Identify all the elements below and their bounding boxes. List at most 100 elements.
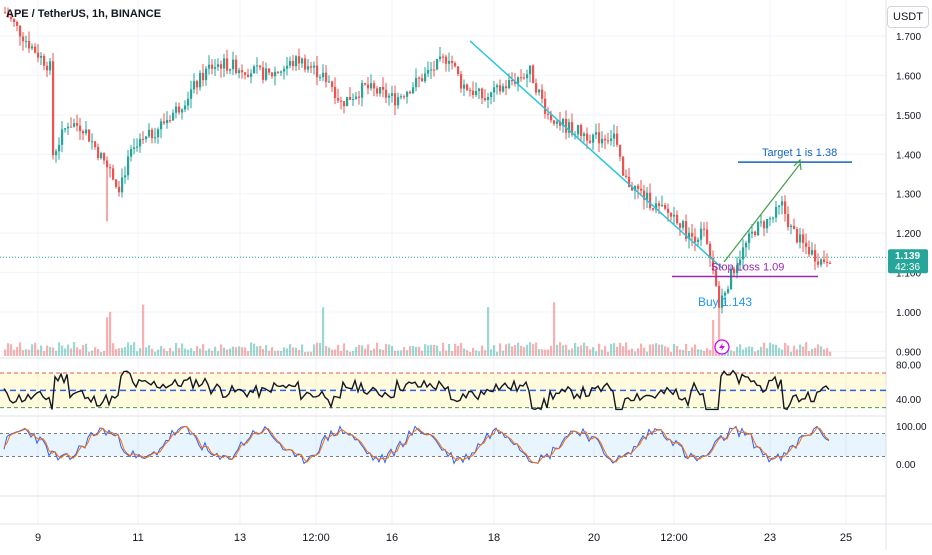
volume-bar <box>775 344 778 356</box>
candle-body <box>763 221 766 229</box>
volume-bar <box>808 350 811 356</box>
candle-body <box>82 131 85 134</box>
candle-body <box>199 72 202 88</box>
volume-bar <box>760 346 763 356</box>
volume-bar <box>712 320 715 356</box>
volume-bar <box>769 342 772 356</box>
volume-bar <box>328 347 331 356</box>
candle-body <box>823 259 826 262</box>
candle-body <box>466 84 469 91</box>
volume-bar <box>622 346 625 356</box>
volume-bar <box>553 302 556 356</box>
candle-body <box>130 148 133 157</box>
candle-body <box>643 190 646 200</box>
volume-bar <box>604 345 607 356</box>
candle-body <box>103 153 106 161</box>
volume-bar <box>742 349 745 356</box>
volume-bar <box>106 317 109 356</box>
grid-lines <box>0 0 886 524</box>
volume-bar <box>157 349 160 356</box>
candle-body <box>496 85 499 88</box>
volume-bar <box>565 344 568 356</box>
currency-button[interactable]: USDT <box>887 6 929 28</box>
price-tick-label: 1.300 <box>896 190 921 201</box>
volume-bar <box>34 342 37 356</box>
candle-body <box>613 133 616 139</box>
volume-bar <box>541 349 544 356</box>
candle-body <box>730 268 733 290</box>
time-tick-label: 16 <box>386 532 398 544</box>
candle-body <box>508 80 511 89</box>
volume-bar <box>397 350 400 356</box>
candle-body <box>295 56 298 67</box>
candle-body <box>262 67 265 80</box>
volume-bar <box>448 343 451 356</box>
volume-bar <box>817 344 820 356</box>
volume-bar <box>310 351 313 356</box>
candle-body <box>493 87 496 93</box>
candle-body <box>715 270 718 286</box>
price-tick-label: 1.000 <box>896 308 921 319</box>
candle-body <box>415 77 418 88</box>
volume-bar <box>265 345 268 356</box>
volume-bar <box>73 342 76 356</box>
candle-body <box>184 105 187 110</box>
volume-bar <box>253 343 256 356</box>
candle-body <box>79 125 82 132</box>
candle-body <box>214 67 217 69</box>
volume-bar <box>547 349 550 356</box>
candle-body <box>319 77 322 79</box>
volume-bar <box>676 346 679 356</box>
volume-bar <box>418 346 421 356</box>
volume-bar <box>205 350 208 356</box>
candle-body <box>418 77 421 79</box>
candle-body <box>310 66 313 68</box>
volume-bar <box>652 344 655 356</box>
candle-body <box>217 64 220 68</box>
volume-bar <box>754 351 757 356</box>
volume-bar <box>478 351 481 356</box>
candle-body <box>676 214 679 224</box>
volume-bar <box>745 347 748 356</box>
candle-body <box>826 261 829 263</box>
volume-bar <box>166 351 169 356</box>
volume-bar <box>466 350 469 356</box>
volume-bar <box>94 347 97 356</box>
candle-body <box>472 90 475 95</box>
volume-bar <box>733 351 736 356</box>
candle-body <box>580 124 583 137</box>
volume-bar <box>613 343 616 356</box>
volume-bar <box>595 351 598 356</box>
volume-bar <box>283 347 286 356</box>
candle-body <box>352 98 355 100</box>
volume-bar <box>829 351 832 356</box>
volume-bar <box>220 344 223 356</box>
volume-bar <box>730 350 733 356</box>
volume-bar <box>628 349 631 356</box>
volume-bar <box>295 347 298 356</box>
volume-bar <box>274 351 277 356</box>
price-badge-value: 1.139 <box>895 251 920 262</box>
volume-bar <box>361 345 364 356</box>
volume-bar <box>580 345 583 356</box>
target-label: Target 1 is 1.38 <box>762 147 837 159</box>
candle-body <box>679 223 682 228</box>
volume-bar <box>235 347 238 356</box>
volume-bar <box>682 349 685 356</box>
volume-bar <box>403 347 406 356</box>
candle-body <box>118 186 121 193</box>
volume-bar <box>559 342 562 356</box>
candle-body <box>550 114 553 121</box>
volume-bar <box>655 343 658 356</box>
candle-body <box>667 208 670 213</box>
candle-body <box>313 65 316 68</box>
candle-body <box>805 242 808 247</box>
volume-bar <box>178 348 181 356</box>
candle-body <box>652 208 655 210</box>
volume-bar <box>40 345 43 356</box>
volume-bar <box>577 346 580 356</box>
candle-body <box>97 147 100 159</box>
candle-body <box>157 129 160 138</box>
